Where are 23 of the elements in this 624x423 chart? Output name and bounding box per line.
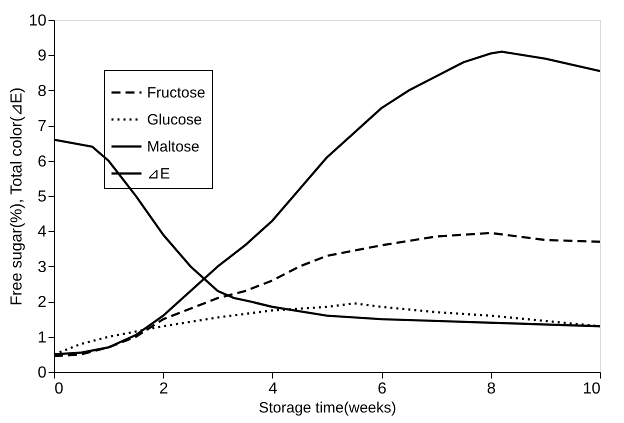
x-tick-label: 0: [54, 380, 64, 398]
y-tick-label: 3: [38, 258, 47, 276]
x-tick-label: 8: [486, 380, 496, 398]
legend-label: Maltose: [147, 138, 200, 156]
y-tick-label: 9: [38, 48, 47, 65]
x-tick-label: 6: [378, 380, 387, 398]
x-axis-title: Storage time(weeks): [258, 400, 396, 416]
y-tick-label: 7: [38, 118, 47, 136]
legend-label: Fructose: [147, 84, 206, 102]
y-tick-label: 1: [38, 329, 47, 346]
y-tick-label: 8: [38, 82, 47, 100]
x-tick-label: 10: [582, 380, 601, 398]
y-tick-label: 4: [38, 224, 47, 241]
x-tick-label: 2: [159, 380, 168, 398]
legend-label: Glucose: [147, 112, 202, 128]
y-tick-label: 0: [38, 364, 47, 382]
y-tick-label: 2: [38, 294, 47, 312]
y-tick-label: 5: [38, 188, 47, 206]
x-tick-label: 4: [268, 380, 278, 398]
y-tick-label: 6: [38, 153, 47, 170]
y-axis-title: Free sugar(%), Total color(⊿E): [8, 87, 26, 306]
legend-label: ⊿E: [147, 166, 170, 182]
y-tick-label: 10: [28, 12, 47, 30]
